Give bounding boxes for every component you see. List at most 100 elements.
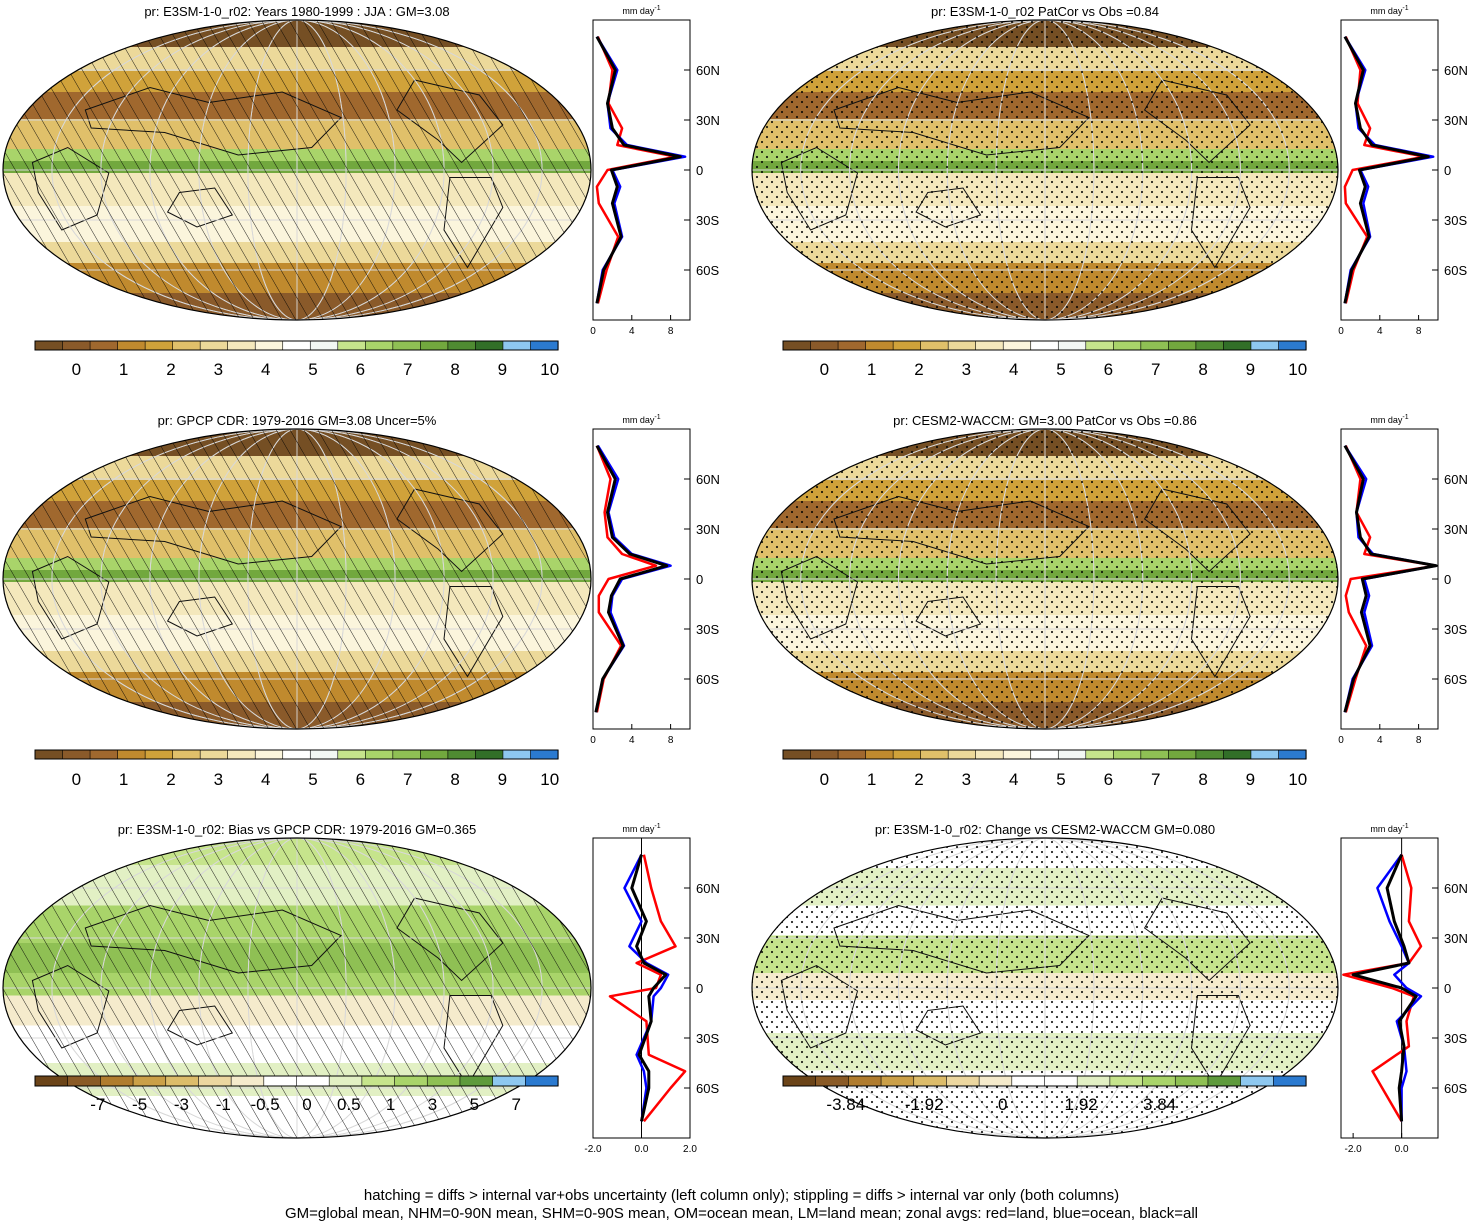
colorbar-box: [1196, 341, 1224, 350]
colorbar-box: [948, 341, 976, 350]
zonal-x-label: 0.0: [1395, 1144, 1409, 1155]
colorbar-box: [1208, 1076, 1241, 1086]
colorbar-box: [200, 341, 228, 350]
colorbar-tick-label: 0: [820, 770, 829, 789]
panel-title-5: pr: E3SM-1-0_r02: Bias vs GPCP CDR: 1979…: [118, 822, 477, 837]
zonal-lat-label: 60S: [1444, 672, 1467, 687]
colorbar-box: [448, 750, 476, 759]
colorbar-tick-label: 3: [962, 770, 971, 789]
colorbar-box: [264, 1076, 297, 1086]
colorbar-tick-label: 5: [308, 770, 317, 789]
zonal-lat-label: 0: [1444, 163, 1451, 178]
colorbar-box: [948, 750, 976, 759]
colorbar-tick-label: 0: [302, 1095, 311, 1114]
colorbar-box: [1168, 750, 1196, 759]
colorbar-box: [35, 341, 63, 350]
colorbar-box: [848, 1076, 881, 1086]
colorbar-box: [1031, 750, 1059, 759]
colorbar-tick-label: -0.5: [250, 1095, 279, 1114]
colorbar-box: [816, 1076, 849, 1086]
zonal-units-label: mm day-1: [1370, 414, 1408, 425]
colorbar-tick-label: -5: [132, 1095, 147, 1114]
colorbar-box: [145, 341, 173, 350]
colorbar-tick-label: 6: [1104, 360, 1113, 379]
stipple-overlay: [752, 429, 1338, 729]
colorbar-tick-label: 10: [1288, 770, 1307, 789]
colorbar-tick-label: 6: [356, 360, 365, 379]
colorbar-box: [63, 750, 91, 759]
colorbar-box: [338, 750, 366, 759]
zonal-units-label: mm day-1: [622, 823, 660, 834]
colorbar-box: [1012, 1076, 1045, 1086]
zonal-lat-label: 60N: [696, 472, 720, 487]
colorbar-tick-label: 7: [1151, 770, 1160, 789]
map-panel-4: [752, 429, 1338, 730]
zonal-lat-label: 60N: [1444, 63, 1468, 78]
colorbar-tick-label: 1: [119, 770, 128, 789]
colorbar-tick-label: 4: [1009, 360, 1018, 379]
zonal-lat-label: 30S: [696, 1031, 719, 1046]
colorbar-tick-label: 0.5: [337, 1095, 361, 1114]
colorbar-tick-label: 2: [914, 360, 923, 379]
colorbar-box: [365, 341, 393, 350]
colorbar-box: [1273, 1076, 1306, 1086]
colorbar-box: [783, 750, 811, 759]
colorbar-tick-label: -1.92: [905, 1095, 944, 1114]
colorbar-box: [68, 1076, 101, 1086]
colorbar-tick-label: 3: [962, 360, 971, 379]
zonal-lat-label: 0: [696, 981, 703, 996]
colorbar-box: [393, 750, 421, 759]
colorbar-box: [297, 1076, 330, 1086]
zonal-x-label: 4: [1377, 735, 1383, 746]
colorbar-box: [228, 341, 256, 350]
footer-line-2: GM=global mean, NHM=0-90N mean, SHM=0-90…: [0, 1205, 1483, 1222]
zonal-x-label: 8: [1416, 326, 1422, 337]
colorbar-box: [530, 341, 558, 350]
colorbar-tick-label: 5: [1056, 770, 1065, 789]
colorbar-tick-label: 6: [356, 770, 365, 789]
colorbar-tick-label: 2: [914, 770, 923, 789]
stipple-overlay: [752, 838, 1338, 1138]
colorbar-tick-label: 2: [166, 360, 175, 379]
colorbar-box: [1196, 750, 1224, 759]
colorbar-box: [893, 341, 921, 350]
zonal-lat-label: 60N: [696, 881, 720, 896]
zonal-lat-label: 30N: [696, 113, 720, 128]
colorbar-tick-label: 7: [403, 770, 412, 789]
colorbar-tick-label: 1: [867, 360, 876, 379]
colorbar-tick-label: -1: [216, 1095, 231, 1114]
colorbar-box: [976, 750, 1004, 759]
zonal-units-label: mm day-1: [622, 5, 660, 16]
stipple-overlay: [752, 20, 1338, 320]
colorbar-tick-label: -3.84: [826, 1095, 865, 1114]
colorbar-box: [1003, 341, 1031, 350]
colorbar-box: [811, 750, 839, 759]
colorbar-box: [145, 750, 173, 759]
zonal-lat-label: 60N: [1444, 472, 1468, 487]
map-panel-5: [3, 838, 591, 1139]
colorbar-box: [420, 341, 448, 350]
colorbar-box: [118, 750, 146, 759]
colorbar-box: [976, 341, 1004, 350]
colorbar-box: [393, 341, 421, 350]
colorbar-tick-label: 3: [214, 360, 223, 379]
zonal-x-label: 8: [1416, 735, 1422, 746]
colorbar-tick-label: 9: [1246, 770, 1255, 789]
colorbar-tick-label: 6: [1104, 770, 1113, 789]
zonal-lat-label: 60S: [1444, 1081, 1467, 1096]
zonal-lat-label: 30S: [1444, 1031, 1467, 1046]
colorbar-tick-label: 1: [386, 1095, 395, 1114]
zonal-x-label: 4: [629, 735, 635, 746]
zonal-units-label: mm day-1: [1370, 5, 1408, 16]
colorbar-tick-label: 8: [450, 360, 459, 379]
colorbar-box: [783, 341, 811, 350]
colorbar-box: [310, 341, 338, 350]
zonal-lat-label: 0: [696, 163, 703, 178]
colorbar-box: [427, 1076, 460, 1086]
colorbar-box: [1278, 341, 1306, 350]
colorbar-tick-label: 2: [166, 770, 175, 789]
